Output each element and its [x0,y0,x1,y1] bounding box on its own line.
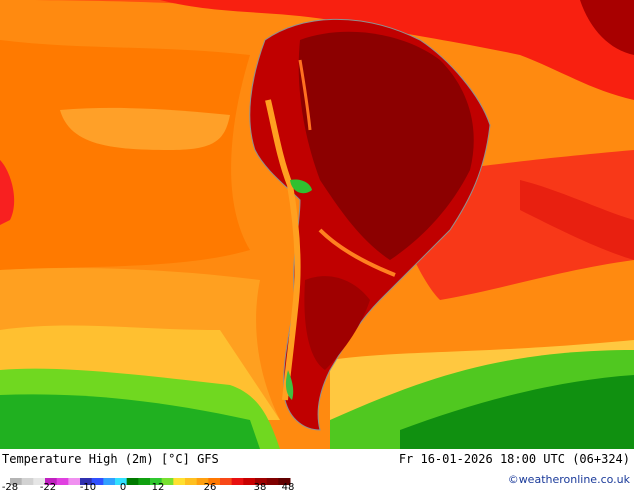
scale-swatch [278,478,291,485]
altiplano-cool [290,179,312,194]
scale-tick-label: -28 [1,482,19,493]
scale-tick-label: 48 [281,482,295,493]
scale-swatch [115,478,128,485]
scale-swatch [185,478,198,485]
scale-tick-label: 12 [151,482,165,493]
scale-tick-label: 26 [203,482,217,493]
map-footer: Temperature High (2m) [°C] GFS Fr 16-01-… [0,449,634,493]
scale-swatch [150,478,163,485]
scale-tick-label: 38 [253,482,267,493]
ocean-west-spot [0,160,15,225]
scale-tick-label: -10 [79,482,97,493]
scale-swatch [56,478,69,485]
scale-swatch [138,478,151,485]
ocean-east-band [520,180,634,260]
scale-swatch [243,478,256,485]
scale-swatch [266,478,279,485]
ocean-se-dark-green [400,375,634,449]
scale-swatch [68,478,81,485]
ocean-west-patch [60,107,230,150]
scale-swatch [208,478,221,485]
scale-swatch [91,478,104,485]
scale-tick-label: -22 [39,482,57,493]
scale-swatch [33,478,46,485]
scale-swatch [231,478,244,485]
color-scale-legend: -28 -22 -10 0 12 26 38 48 [2,472,298,493]
africa-coast [580,0,634,55]
andes-ridge [265,99,301,401]
parana-band [318,228,396,277]
ocean-north-red [160,0,634,100]
scale-swatch [126,478,139,485]
amazon-hot-region [298,31,474,260]
scale-swatch [196,478,209,485]
credit-link[interactable]: ©weatheronline.co.uk [507,473,630,486]
scale-swatch [255,478,268,485]
scale-swatch [21,478,34,485]
forecast-timestamp: Fr 16-01-2026 18:00 UTC (06+324) [398,452,630,466]
argentina-hot-region [304,276,370,370]
scale-tick-label: 0 [119,482,127,493]
scale-swatch [80,478,93,485]
ocean-south-green [0,394,260,449]
map-title: Temperature High (2m) [°C] GFS [2,452,219,466]
map-svg [0,0,634,449]
scale-swatch [10,478,23,485]
patagonia-cool [285,370,294,400]
temperature-map [0,0,634,449]
scale-swatch [161,478,174,485]
scale-swatch [103,478,116,485]
ocean-west-warm [0,40,250,270]
colombia-ridge [298,59,312,131]
color-scale-bar [10,478,291,485]
scale-swatch [45,478,58,485]
scale-swatch [220,478,233,485]
scale-swatch [173,478,186,485]
